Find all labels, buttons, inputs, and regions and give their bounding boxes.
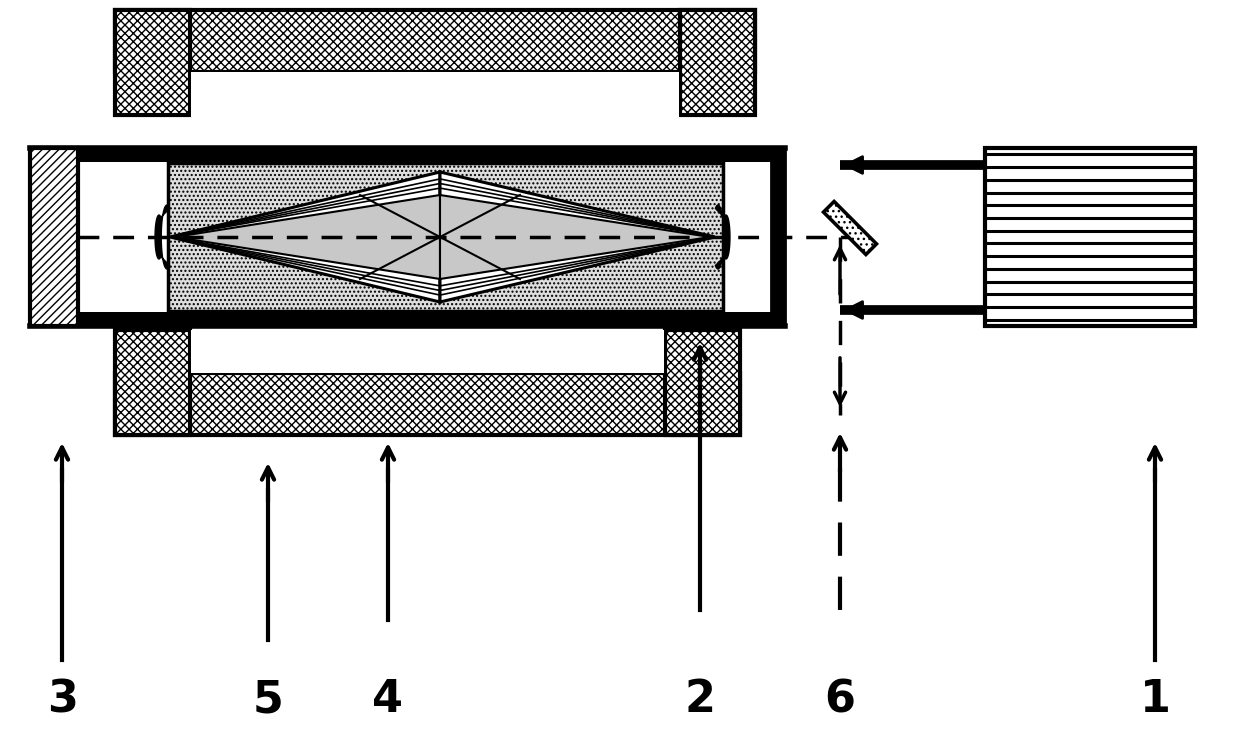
- Bar: [43, 162, 771, 312]
- Bar: [665, 330, 740, 435]
- Polygon shape: [170, 172, 440, 302]
- Polygon shape: [175, 195, 440, 279]
- Text: 1: 1: [1140, 678, 1171, 721]
- Bar: [985, 148, 1195, 326]
- Bar: [771, 148, 785, 326]
- Bar: [680, 10, 755, 115]
- Bar: [30, 148, 78, 326]
- Text: 2: 2: [684, 678, 715, 721]
- Polygon shape: [715, 205, 730, 269]
- Polygon shape: [155, 205, 170, 269]
- Bar: [191, 72, 680, 117]
- Bar: [115, 373, 740, 435]
- Polygon shape: [440, 195, 711, 279]
- Bar: [115, 330, 190, 435]
- Bar: [115, 10, 190, 115]
- Text: 4: 4: [372, 678, 403, 721]
- Bar: [191, 330, 663, 373]
- Polygon shape: [823, 201, 877, 255]
- Text: 3: 3: [47, 678, 77, 721]
- Bar: [115, 10, 755, 72]
- Text: 5: 5: [253, 678, 284, 721]
- Bar: [30, 148, 785, 326]
- Text: 6: 6: [825, 678, 856, 721]
- Bar: [167, 163, 723, 311]
- Polygon shape: [440, 172, 715, 302]
